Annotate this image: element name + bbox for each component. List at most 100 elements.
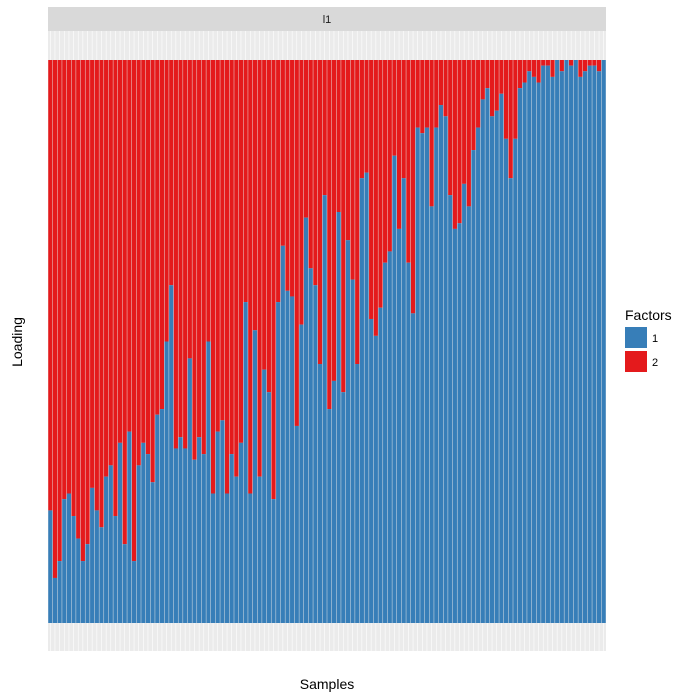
bar-factor-2 [122,60,127,545]
bar-factor-1 [71,516,76,623]
bar-factor-1 [392,155,397,623]
bar-factor-2 [596,60,602,72]
bar-factor-2 [369,60,374,319]
bar-factor-2 [559,60,564,72]
bar-factor-2 [578,60,583,77]
bar-factor-1 [541,65,546,623]
bar-factor-1 [243,302,248,623]
bar-factor-1 [499,93,504,623]
bar-factor-2 [169,60,174,286]
bar-factor-2 [62,60,67,500]
bar-factor-2 [71,60,76,517]
bar-factor-1 [550,76,555,623]
bar-factor-1 [76,538,81,623]
bar-factor-1 [383,262,388,623]
bar-factor-1 [113,516,118,623]
bar-factor-1 [206,341,211,623]
bar-factor-2 [192,60,197,460]
bar-factor-1 [545,65,550,623]
bar-factor-1 [248,493,253,623]
bar-factor-1 [387,251,392,624]
bar-factor-1 [517,88,523,623]
bar-factor-1 [136,465,141,623]
bar-factor-2 [336,60,341,213]
bar-factor-2 [522,60,527,83]
bar-factor-2 [396,60,402,229]
bar-factor-2 [220,60,225,421]
legend-label-factor-1: 1 [652,333,658,345]
bar-factor-2 [355,60,360,365]
bar-factor-2 [224,60,230,494]
bar-factor-2 [531,60,537,77]
bar-factor-2 [280,60,285,246]
bar-factor-1 [462,183,467,624]
bar-factor-2 [434,60,439,128]
bar-factor-2 [155,60,160,415]
bar-factor-2 [206,60,211,342]
plot-panel [48,31,606,651]
bar-factor-2 [327,60,332,410]
bar-factor-1 [117,442,123,623]
bar-factor-2 [271,60,276,500]
bar-factor-2 [243,60,248,303]
bar-factor-1 [513,138,518,623]
bar-factor-2 [90,60,95,488]
bar-factor-2 [359,60,364,179]
bar-factor-2 [303,60,309,218]
bar-factor-2 [178,60,183,438]
bar-factor-1 [155,414,160,623]
bar-factor-2 [527,60,532,72]
bar-factor-1 [308,268,313,623]
bar-factor-2 [508,60,513,179]
bar-factor-2 [294,60,299,426]
bar-factor-1 [336,212,341,623]
legend-label-factor-2: 2 [652,357,658,369]
bar-factor-1 [438,105,444,624]
bar-factor-2 [471,60,476,151]
bar-factor-1 [178,437,183,623]
bar-factor-1 [555,60,560,623]
bar-factor-1 [238,442,244,623]
bar-factor-2 [485,60,490,89]
bar-factor-2 [317,60,323,365]
bar-factor-1 [471,150,476,623]
bar-factor-2 [448,60,453,196]
bar-factor-1 [262,369,267,623]
bar-factor-2 [66,60,72,494]
bar-factor-1 [99,527,104,623]
bar-factor-1 [66,493,72,623]
bar-factor-2 [248,60,253,494]
bar-factor-1 [420,133,425,623]
bar-factor-1 [210,493,216,623]
bar-factor-2 [480,60,485,100]
bar-factor-2 [503,60,509,139]
bar-factor-1 [215,431,220,623]
bar-factor-2 [229,60,234,455]
bar-factor-1 [485,88,490,623]
bar-factor-2 [150,60,155,483]
bar-factor-2 [466,60,471,207]
bar-factor-1 [527,71,532,623]
bar-factor-2 [262,60,267,370]
bar-factor-2 [373,60,378,336]
bar-factor-1 [355,364,360,623]
bar-factor-1 [169,285,174,623]
bar-factor-2 [164,60,169,342]
bar-factor-1 [159,409,165,623]
bar-factor-1 [224,493,230,623]
bar-factor-1 [271,499,276,623]
bar-factor-1 [145,454,151,623]
bar-factor-1 [299,324,304,623]
legend-key-factor-2 [625,351,647,372]
bar-factor-1 [234,476,239,623]
bar-factor-1 [62,499,67,623]
bar-factor-1 [317,364,323,623]
bar-factor-1 [94,510,99,623]
bar-factor-2 [215,60,220,432]
bar-factor-2 [582,60,588,72]
bar-factor-2 [285,60,290,291]
bar-factor-2 [145,60,151,455]
bar-factor-1 [108,465,113,623]
bar-factor-2 [104,60,109,477]
